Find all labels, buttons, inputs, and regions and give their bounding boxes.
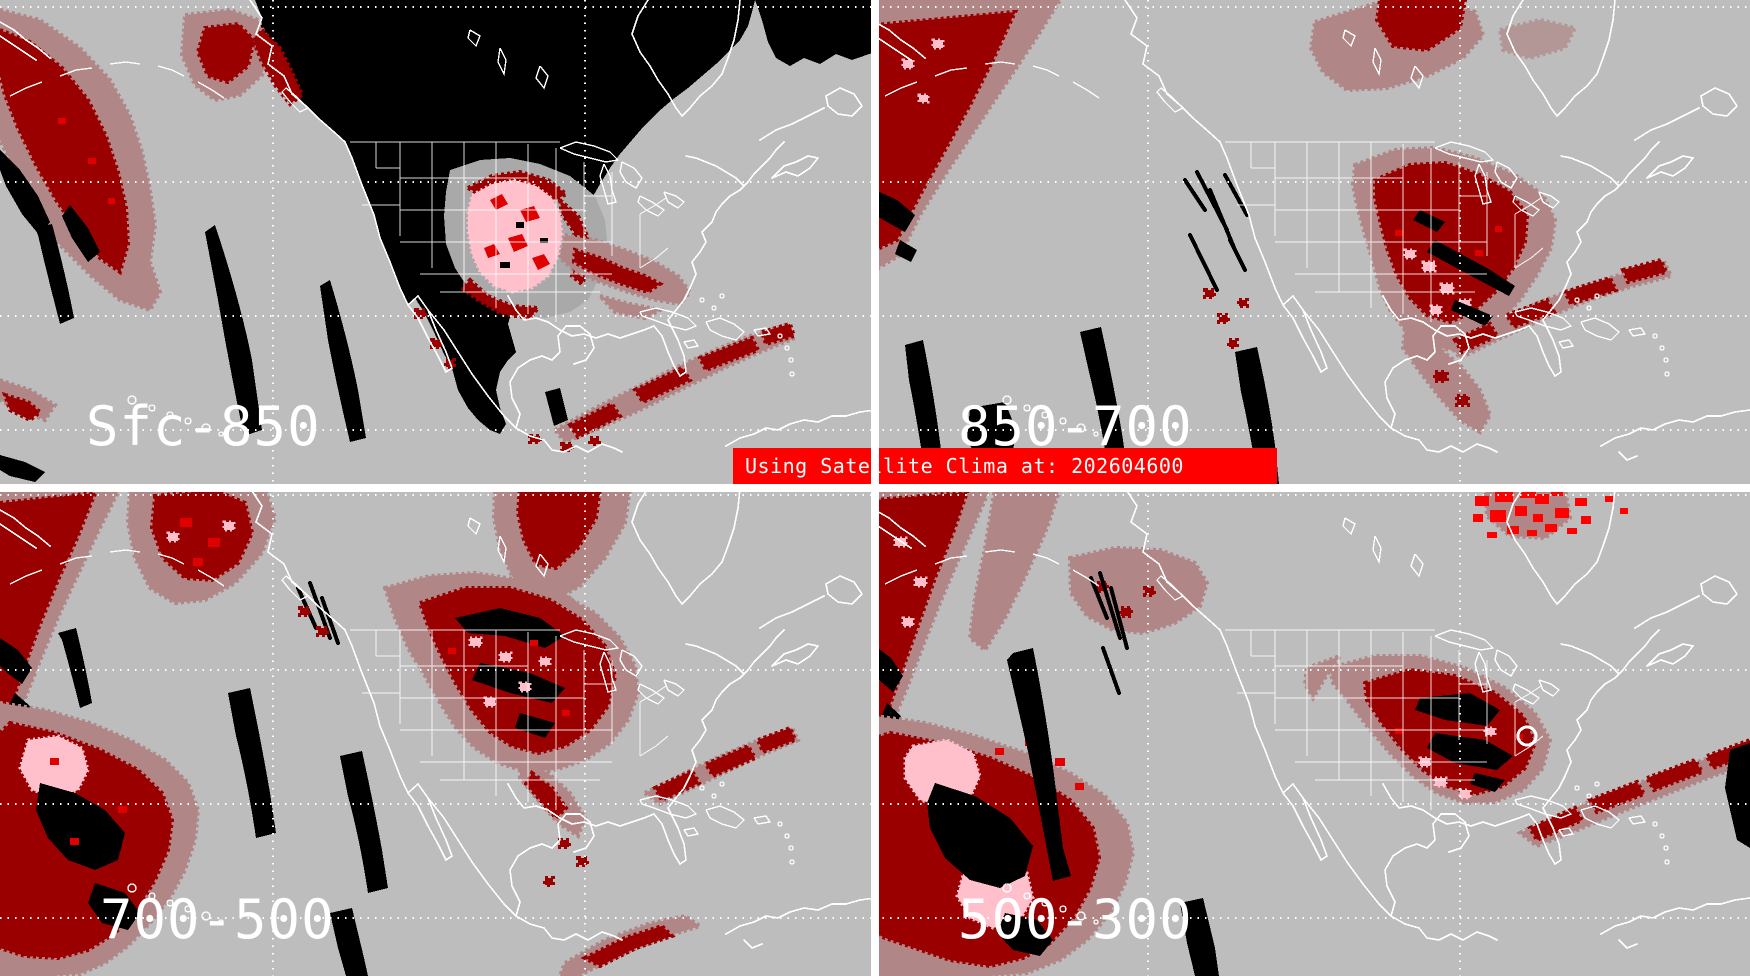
- cloud-layer: [875, 488, 1750, 976]
- panel-label-500-300: 500-300: [958, 888, 1193, 951]
- map-canvas-sfc-850: [0, 0, 875, 488]
- panel-700-500: [0, 488, 875, 976]
- panel-sfc-850: [0, 0, 875, 488]
- cloud-layer: [0, 7, 799, 482]
- panel-label-sfc-850: Sfc-850: [86, 395, 321, 458]
- map-canvas-700-500: [0, 488, 875, 976]
- panel-500-300: [875, 488, 1750, 976]
- flash-red-cluster: [1473, 488, 1628, 538]
- status-banner: Using Satellite Clima at: 202604600: [733, 448, 1277, 484]
- terrain-scratch-marks: [1183, 170, 1249, 292]
- status-banner-text: Using Satellite Clima at: 202604600: [745, 454, 1184, 478]
- panel-label-700-500: 700-500: [100, 888, 335, 951]
- cloud-layer: [0, 488, 801, 976]
- map-canvas-500-300: [875, 488, 1750, 976]
- panel-divider-horizontal: [0, 484, 1750, 492]
- location-ring-marker: [1516, 725, 1538, 747]
- panel-label-850-700: 850-700: [958, 395, 1193, 458]
